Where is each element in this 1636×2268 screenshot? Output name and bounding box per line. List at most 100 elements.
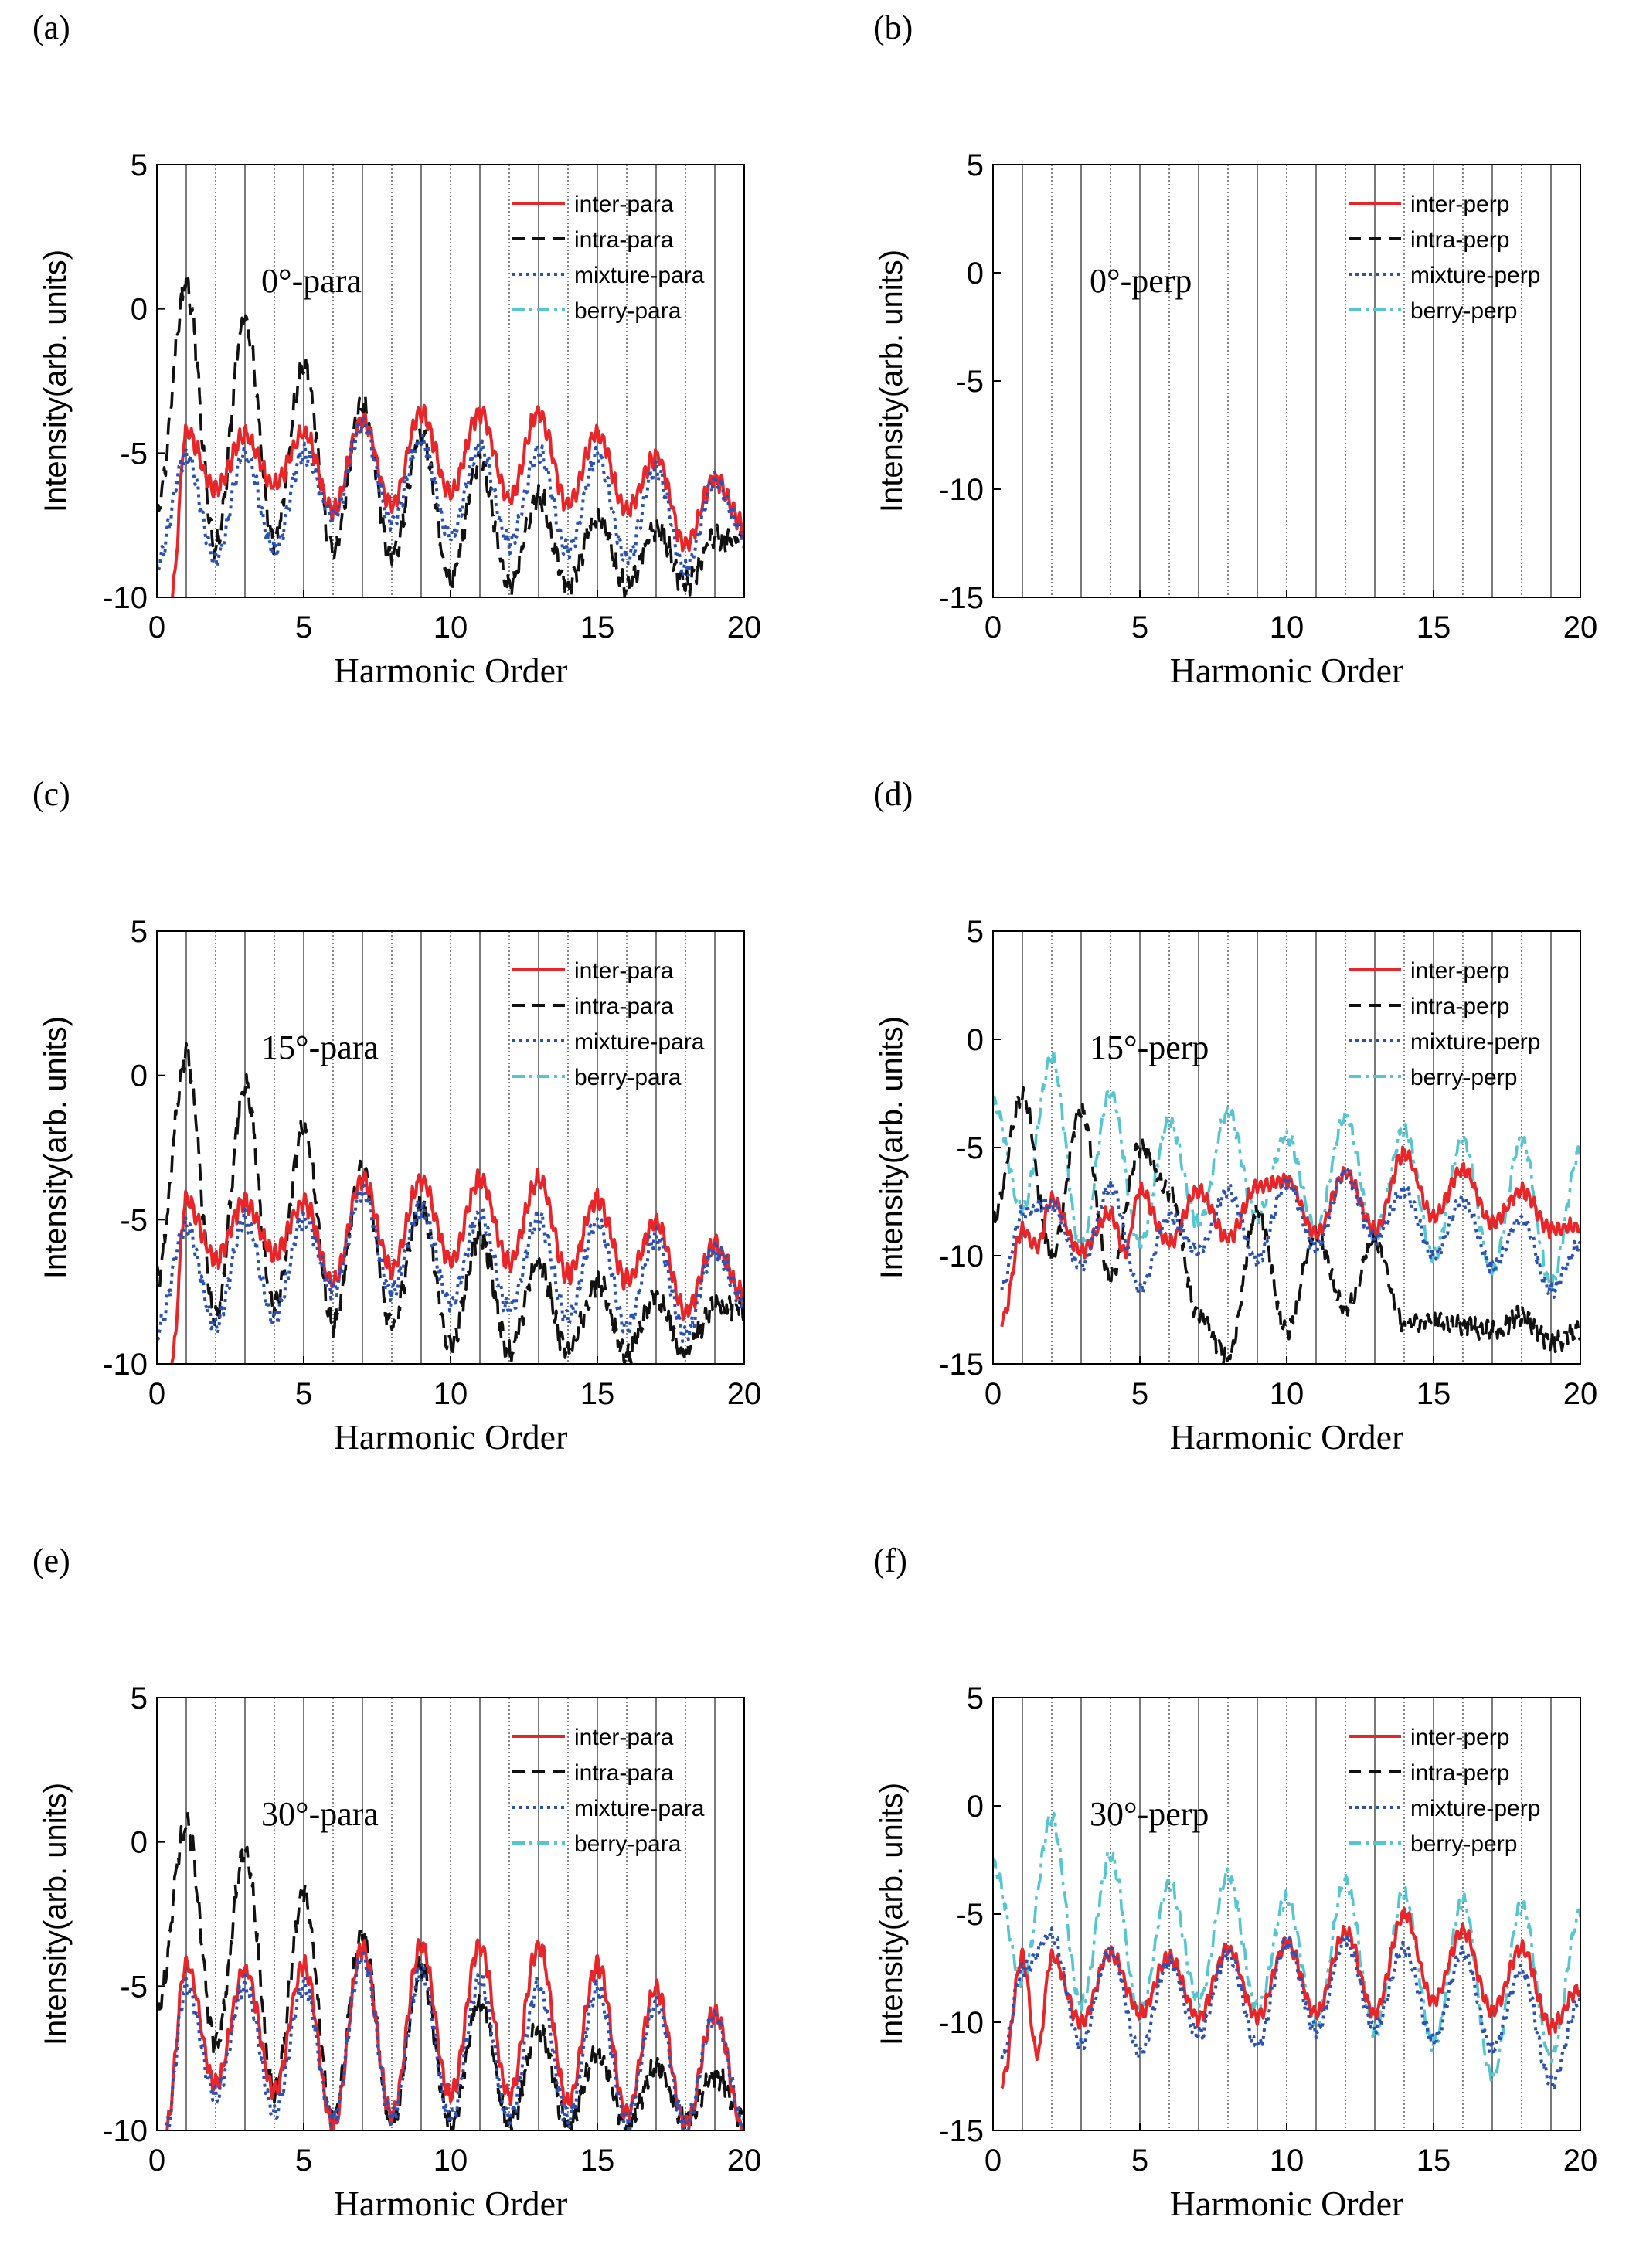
series-line-mixture-perp [1000,1167,1580,1299]
legend-label: intra-para [574,227,674,253]
series-line-intra-para [157,271,744,597]
y-axis-label: Intensity(arb. units) [875,250,909,512]
x-tick-label: 10 [434,2144,468,2178]
legend: inter-para intra-para mixture-para berry-pa… [512,958,705,1090]
y-tick-label: -15 [939,1348,984,1382]
x-tick-label: 15 [1417,2144,1451,2178]
panel-f: (f) 0 5 10 15 20 -15 -10 -5 0 5 Harmonic Order Inten… [873,1542,1597,2223]
panel-annotation: 15°-para [261,1029,379,1066]
panel-annotation: 15°-perp [1090,1029,1209,1066]
y-tick-label: 0 [967,1790,984,1824]
series-line-inter-para [170,1168,744,1364]
panel-label: (f) [873,1542,907,1579]
x-tick-label: 0 [148,2144,165,2178]
x-tick-label: 5 [295,1377,312,1411]
legend-label: intra-perp [1410,227,1509,253]
x-tick-label: 20 [727,2144,762,2178]
legend-label: mixture-perp [1410,263,1540,288]
x-axis-label: Harmonic Order [1170,2184,1404,2223]
legend: inter-perp intra-perp mixture-perp berry-pe… [1349,192,1540,324]
legend-label: mixture-para [574,1029,705,1055]
y-tick-label: -5 [956,1898,984,1932]
y-tick-label: 5 [967,148,984,182]
series-line-intra-para [157,1812,744,2130]
x-tick-label: 10 [1270,1377,1304,1411]
legend-label: inter-para [574,958,674,984]
y-tick-label: -10 [939,473,984,507]
panel-annotation: 0°-perp [1090,262,1192,300]
x-tick-label: 10 [1270,2144,1304,2178]
x-tick-label: 5 [1131,610,1148,644]
harmonic-grid [185,1698,716,2130]
panel-label: (d) [873,775,913,813]
panel-e: (e) 0 5 10 15 20 -10 -5 0 5 Harmonic Order Intensit… [32,1542,761,2223]
y-tick-label: 5 [131,148,148,182]
y-tick-label: -10 [103,581,148,615]
harmonic-grid [1022,1698,1552,2130]
x-tick-label: 20 [727,610,762,644]
harmonic-grid [1022,931,1552,1364]
harmonic-grid [185,165,716,597]
x-tick-label: 0 [985,2144,1002,2178]
legend-label: intra-perp [1410,1760,1509,1786]
panel-label: (a) [32,9,70,46]
series-line-intra-perp [993,1086,1580,1364]
x-tick-label: 20 [727,1377,762,1411]
x-tick-label: 15 [580,2144,615,2178]
series-line-inter-perp [1000,1145,1580,1328]
legend-label: inter-para [574,192,674,217]
x-tick-label: 15 [1417,610,1451,644]
y-tick-label: -15 [939,2114,984,2148]
panel-label: (c) [32,775,70,813]
x-tick-label: 5 [295,2144,312,2178]
series-line-mixture-para [157,1181,744,1343]
series-line-berry-perp [993,1052,1580,1294]
y-tick-label: -5 [120,1203,148,1237]
y-tick-label: 0 [131,293,148,327]
legend-label: berry-perp [1410,1831,1517,1857]
panel-annotation: 30°-perp [1090,1795,1209,1833]
x-tick-label: 5 [1131,1377,1148,1411]
x-tick-label: 5 [1131,2144,1148,2178]
x-axis-label: Harmonic Order [334,2184,568,2223]
x-tick-label: 10 [434,610,468,644]
x-axis-label: Harmonic Order [334,651,568,690]
x-tick-label: 15 [1417,1377,1451,1411]
x-tick-label: 15 [580,1377,615,1411]
legend-label: inter-perp [1410,1725,1509,1750]
x-tick-label: 15 [580,610,615,644]
y-tick-label: -15 [939,581,984,615]
harmonic-grid [1022,165,1552,597]
series-group [157,271,744,597]
legend-label: mixture-para [574,1796,705,1821]
panel-c: (c) 0 5 10 15 20 -10 -5 0 5 Harmonic Order Intensit… [32,775,761,1457]
x-tick-label: 20 [1563,610,1598,644]
series-group [993,1811,1580,2089]
y-tick-label: -10 [103,2114,148,2148]
y-tick-label: -5 [120,1970,148,2004]
y-tick-label: 0 [967,257,984,291]
legend-label: mixture-perp [1410,1029,1540,1055]
y-tick-label: -5 [956,1131,984,1165]
legend: inter-para intra-para mixture-para berry-pa… [512,1725,705,1857]
x-axis-label: Harmonic Order [1170,1417,1404,1457]
panel-b: (b) 0 5 10 15 20 -15 -10 -5 0 5 Harmonic Order Inten… [873,9,1597,690]
y-tick-label: -10 [939,2006,984,2040]
y-axis-label: Intensity(arb. units) [875,1016,909,1279]
x-tick-label: 0 [148,1377,165,1411]
y-tick-label: 0 [967,1023,984,1057]
y-axis-label: Intensity(arb. units) [39,1783,73,2045]
y-tick-label: 0 [131,1826,148,1860]
series-line-mixture-para [157,413,744,577]
legend-label: intra-perp [1410,994,1509,1019]
x-tick-label: 20 [1563,1377,1598,1411]
legend-label: inter-para [574,1725,674,1750]
panel-label: (b) [873,9,913,46]
series-line-mixture-perp [1000,1926,1580,2089]
y-tick-label: -10 [939,1239,984,1273]
panel-d: (d) 0 5 10 15 20 -15 -10 -5 0 5 Harmonic Order Inten… [873,775,1597,1457]
panel-annotation: 30°-para [261,1795,379,1833]
legend-label: intra-para [574,994,674,1019]
y-tick-label: 5 [967,1681,984,1715]
x-axis-label: Harmonic Order [1170,651,1404,690]
